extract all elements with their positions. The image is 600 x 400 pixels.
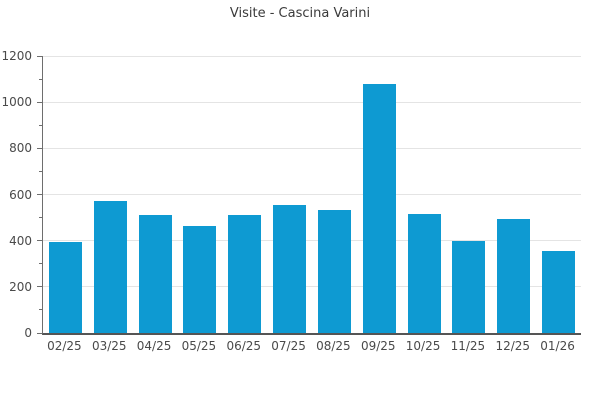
bar-03-25 xyxy=(93,201,127,333)
x-axis-label-04-25: 04/25 xyxy=(136,339,172,353)
bar-11-25 xyxy=(452,240,486,333)
x-axis-label-05-25: 05/25 xyxy=(181,339,217,353)
x-axis-label-08-25: 08/25 xyxy=(316,339,351,353)
y-minor-tick-700 xyxy=(39,170,42,172)
y-major-tick-0 xyxy=(37,332,42,334)
gridline-600 xyxy=(43,194,581,195)
bar-12-25 xyxy=(497,218,531,333)
gridline-800 xyxy=(43,147,581,149)
y-axis-label-0: 0 xyxy=(24,326,32,340)
bar-02-25 xyxy=(48,241,82,333)
gridline-200 xyxy=(43,286,581,288)
gridline-1200 xyxy=(43,55,581,57)
y-axis-label-200: 200 xyxy=(9,279,32,294)
y-minor-tick-300 xyxy=(39,263,42,265)
x-axis-label-06-25: 06/25 xyxy=(226,339,262,353)
x-axis-label-07-25: 07/25 xyxy=(271,339,306,353)
y-axis-label-1000: 1000 xyxy=(1,95,32,110)
y-major-tick-600 xyxy=(37,194,42,195)
y-minor-tick-1100 xyxy=(39,78,42,80)
x-axis-label-01-26: 01/26 xyxy=(540,339,575,353)
y-axis-label-1200: 1200 xyxy=(1,49,32,63)
x-axis-label-10-25: 10/25 xyxy=(405,339,441,353)
y-axis-label-800: 800 xyxy=(9,141,32,156)
bar-09-25 xyxy=(362,83,396,333)
y-major-tick-800 xyxy=(37,147,42,149)
y-minor-tick-900 xyxy=(39,124,42,126)
x-axis-label-12-25: 12/25 xyxy=(495,339,531,353)
gridline-400 xyxy=(43,240,581,242)
bar-06-25 xyxy=(228,215,262,333)
x-axis-label-02-25: 02/25 xyxy=(47,339,82,353)
bar-01-26 xyxy=(542,251,576,333)
y-axis-label-400: 400 xyxy=(9,233,32,248)
plot-area xyxy=(37,55,581,335)
x-axis-label-03-25: 03/25 xyxy=(91,339,127,353)
bar-07-25 xyxy=(273,204,307,333)
y-axis-label-600: 600 xyxy=(9,187,32,202)
bar-04-25 xyxy=(138,215,172,333)
bar-10-25 xyxy=(407,214,441,333)
chart-title: Visite - Cascina Varini xyxy=(229,6,371,21)
y-major-tick-200 xyxy=(37,286,42,288)
y-major-tick-1000 xyxy=(37,101,42,103)
y-minor-tick-100 xyxy=(39,309,42,311)
bar-05-25 xyxy=(183,225,217,333)
y-major-tick-400 xyxy=(37,240,42,242)
y-minor-tick-500 xyxy=(39,217,42,219)
y-major-tick-1200 xyxy=(37,55,42,57)
x-axis-label-09-25: 09/25 xyxy=(360,339,396,353)
x-axis-label-11-25: 11/25 xyxy=(450,339,486,353)
bar-08-25 xyxy=(317,209,351,333)
gridline-1000 xyxy=(43,101,581,103)
